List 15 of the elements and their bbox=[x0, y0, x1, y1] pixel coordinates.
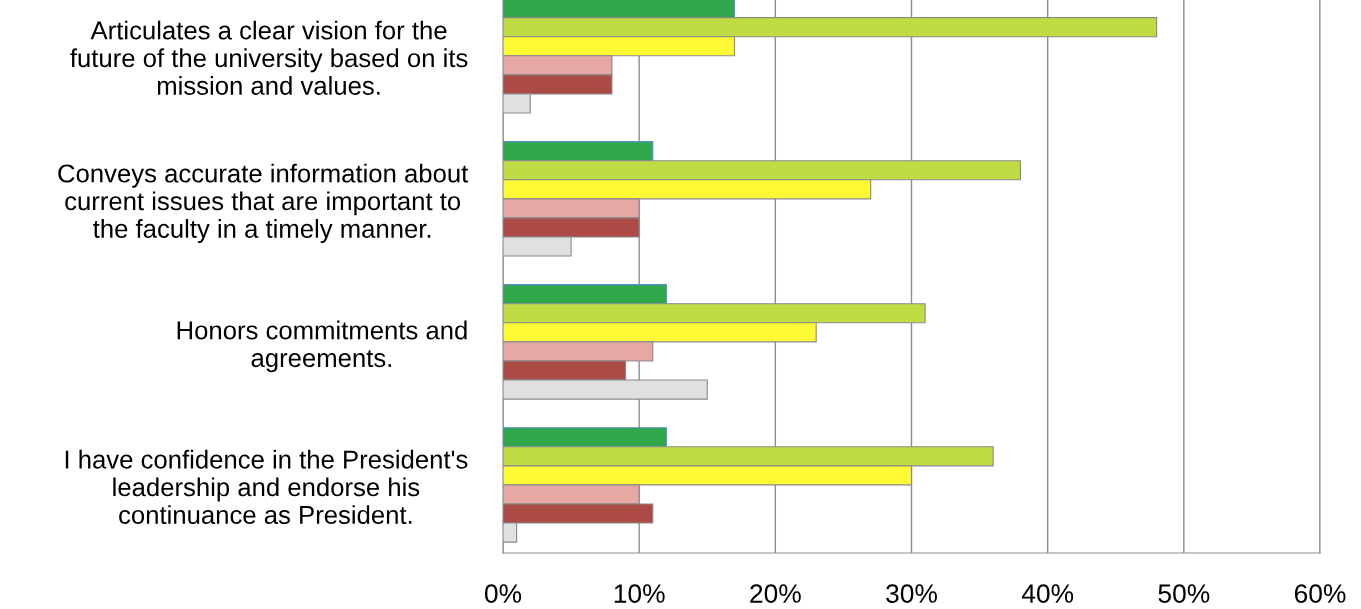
x-tick-label: 40% bbox=[1021, 584, 1074, 603]
y-tick-label: Articulates a clear vision for the future of the university based on its mission and values. bbox=[70, 20, 468, 95]
bar bbox=[503, 284, 667, 305]
bar bbox=[503, 427, 667, 448]
x-tick-label: 50% bbox=[1158, 584, 1210, 603]
y-tick-label: I have confidence in the President's leadership and endorse his continuance as President. bbox=[65, 449, 468, 525]
bar bbox=[503, 141, 654, 162]
x-tick-label: 20% bbox=[750, 584, 801, 603]
y-tick-label: Honors commitments and agreements. bbox=[177, 320, 467, 373]
y-tick-label: Conveys accurate information about current issues that are important to the faculty in a timely manner. bbox=[58, 163, 469, 244]
x-tick-label: 60% bbox=[1294, 584, 1346, 603]
bar bbox=[503, 0, 736, 19]
x-tick-label: 0% bbox=[484, 584, 522, 603]
x-tick-label: 10% bbox=[614, 584, 665, 603]
x-tick-label: 30% bbox=[886, 584, 937, 603]
